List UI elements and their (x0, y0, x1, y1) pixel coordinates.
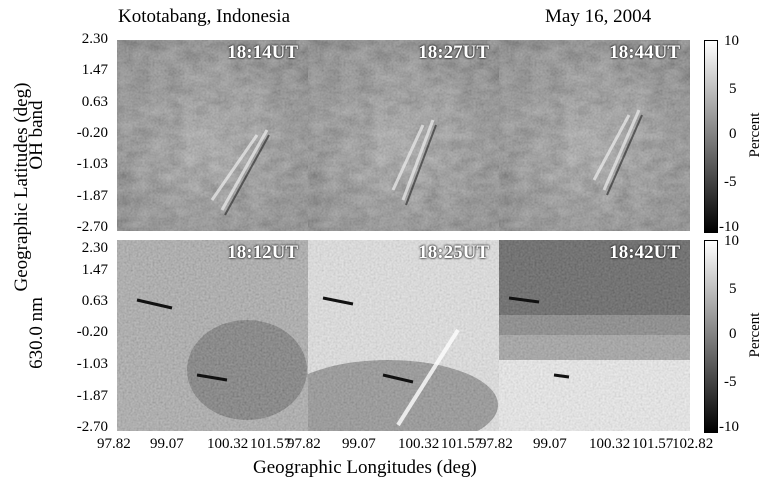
y-tick-label: -1.03 (76, 356, 108, 372)
y-tick-label: 0.63 (81, 94, 108, 110)
y-tick-label: -1.87 (76, 388, 108, 404)
y-tick-label: 2.30 (81, 31, 108, 47)
colorbar-tick: 5 (729, 281, 737, 297)
colorbar-tick: -10 (719, 219, 739, 235)
colorbar-tick: 5 (729, 81, 737, 97)
colorbar-tick: 0 (729, 126, 737, 142)
colorbar-tick: 0 (729, 326, 737, 342)
x-tick-label: 97.82 (479, 436, 513, 452)
x-tick-label: 100.32 (398, 436, 440, 452)
y-tick-label: 0.63 (81, 293, 108, 309)
x-axis-label: Geographic Longitudes (deg) (253, 457, 477, 478)
y-tick-label: -2.70 (76, 219, 108, 235)
y-tick-label: 1.47 (81, 62, 108, 78)
y-tick-label: 2.30 (81, 240, 108, 256)
x-tick-label: 101.57 (250, 436, 292, 452)
x-tick-label: 100.32 (207, 436, 249, 452)
y-tick-label: -0.20 (76, 125, 108, 141)
location-title: Kototabang, Indonesia (118, 6, 291, 27)
oh-panel-1: 18:14UT (117, 40, 308, 231)
x-tick-label: 99.07 (342, 436, 376, 452)
time-label: 18:42UT (609, 242, 680, 263)
y-tick-label: -1.03 (76, 156, 108, 172)
x-tick-label: 102.82 (672, 436, 714, 452)
colorbar-label: Percent (747, 112, 763, 158)
row-2-band-label: 630.0 nm (26, 297, 47, 369)
colorbar-tick: -5 (724, 374, 737, 390)
x-tick-label: 100.32 (589, 436, 631, 452)
row-1-band-label: OH band (26, 100, 47, 170)
oh-panel-2: 18:27UT (308, 40, 499, 231)
colorbar-2 (704, 240, 718, 433)
x-tick-label: 99.07 (150, 436, 184, 452)
time-label: 18:25UT (418, 242, 489, 263)
colorbar-1 (704, 40, 718, 233)
x-tick-label: 99.07 (533, 436, 567, 452)
time-label: 18:14UT (227, 42, 298, 63)
colorbar-tick: -5 (724, 174, 737, 190)
y-tick-label: -1.87 (76, 188, 108, 204)
colorbar-tick: -10 (719, 419, 739, 435)
y-tick-label: 1.47 (81, 262, 108, 278)
red-line-panel-3: 18:42UT (499, 240, 690, 431)
y-tick-label: -0.20 (76, 324, 108, 340)
x-tick-label: 97.82 (287, 436, 321, 452)
time-label: 18:44UT (609, 42, 680, 63)
x-tick-label: 97.82 (97, 436, 131, 452)
colorbar-label: Percent (747, 312, 763, 358)
x-tick-label: 101.57 (632, 436, 674, 452)
time-label: 18:12UT (227, 242, 298, 263)
y-tick-label: -2.70 (76, 419, 108, 435)
time-label: 18:27UT (418, 42, 489, 63)
date-title: May 16, 2004 (545, 6, 652, 27)
colorbar-tick: 10 (724, 233, 739, 249)
oh-panel-3: 18:44UT (499, 40, 690, 231)
colorbar-tick: 10 (724, 33, 739, 49)
red-line-panel-2: 18:25UT (308, 240, 499, 431)
red-line-panel-1: 18:12UT (117, 240, 308, 431)
x-tick-label: 101.57 (441, 436, 483, 452)
